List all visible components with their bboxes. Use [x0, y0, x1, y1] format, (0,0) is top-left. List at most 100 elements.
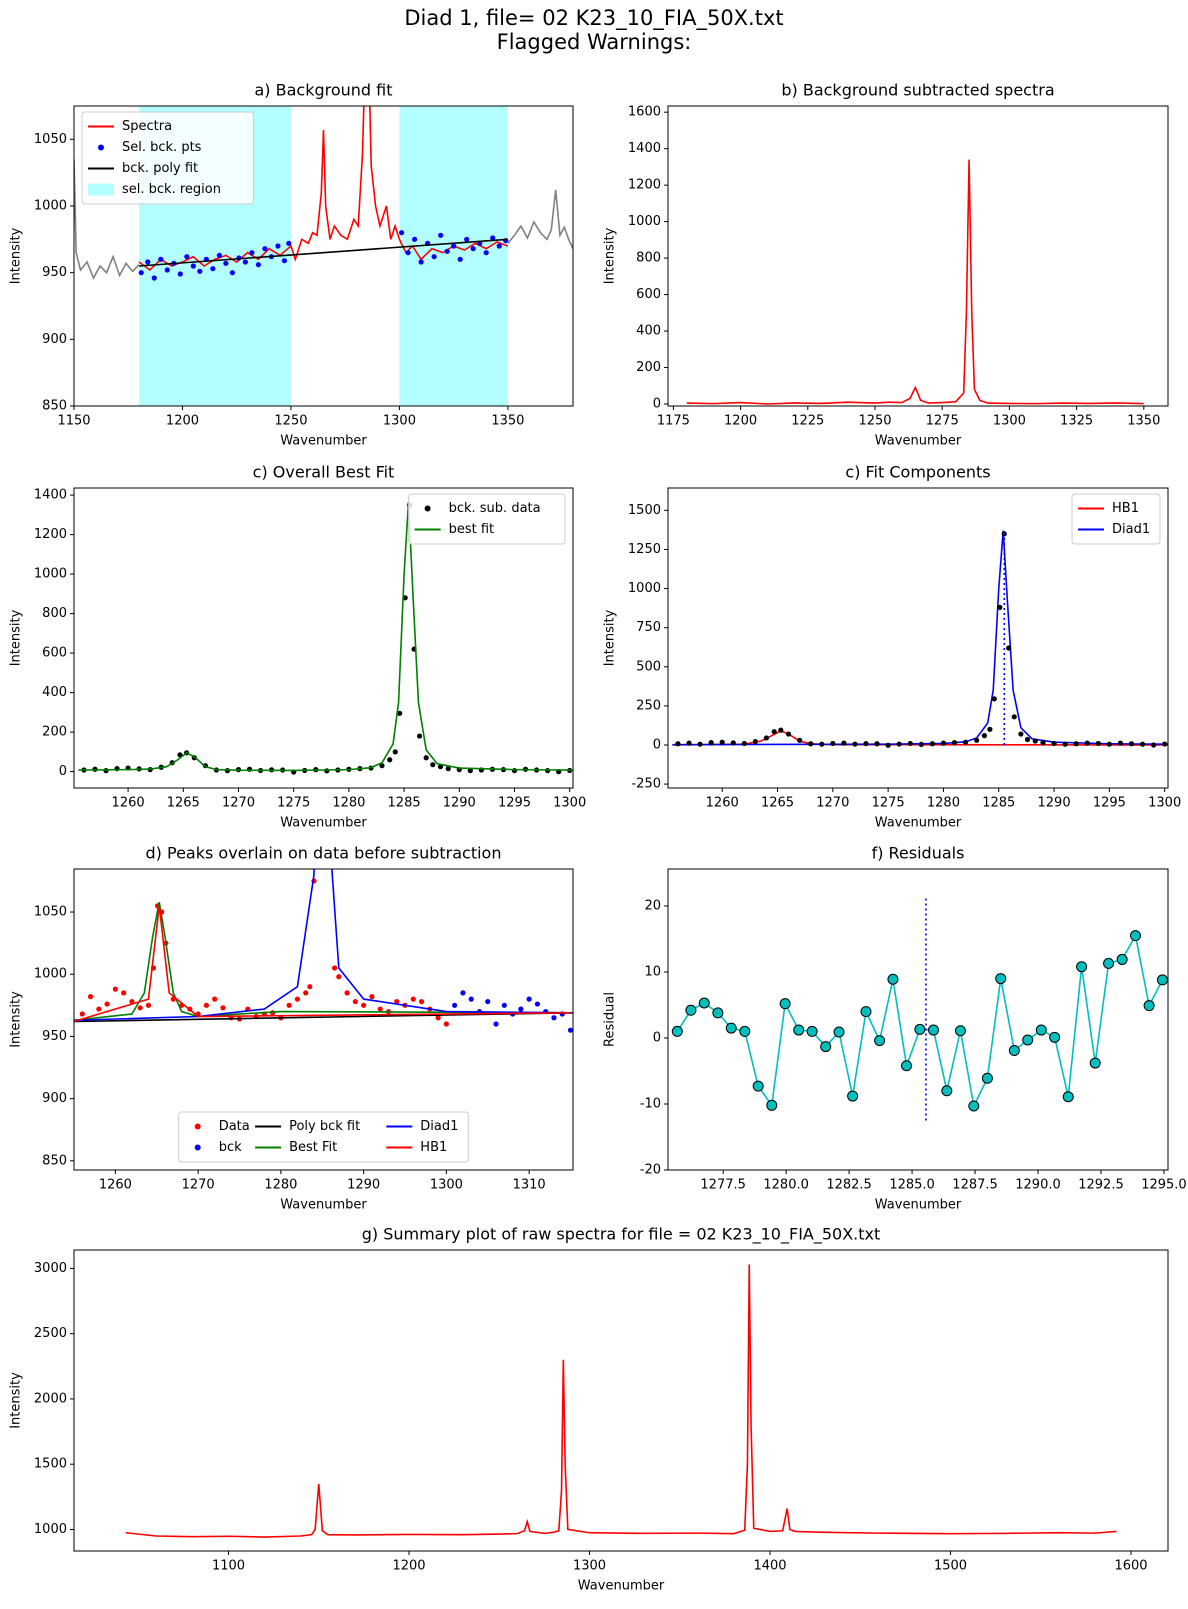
y-axis-label: Intensity: [9, 991, 24, 1048]
y-tick-label: 1000: [628, 581, 661, 596]
data-point: [369, 994, 375, 1000]
series-line: [686, 159, 1144, 405]
series-line: [74, 901, 571, 1022]
legend-label: Diad1: [420, 1119, 458, 1134]
data-point: [987, 726, 993, 732]
x-tick-label: 1600: [1114, 1559, 1147, 1574]
y-tick-label: 200: [636, 360, 661, 375]
y-axis-label: Intensity: [9, 227, 24, 284]
data-point: [387, 757, 393, 763]
data-point: [303, 990, 309, 996]
data-point: [286, 240, 292, 246]
data-point: [1073, 741, 1079, 747]
data-point: [445, 766, 451, 772]
y-tick-label: 600: [636, 287, 661, 302]
x-tick-label: 1325: [1060, 414, 1093, 429]
data-point: [534, 1001, 541, 1007]
x-axis-label: Wavenumber: [280, 816, 367, 831]
x-tick-label: 1300: [1148, 796, 1181, 811]
x-axis-label: Wavenumber: [280, 1198, 367, 1213]
data-point: [771, 729, 777, 735]
data-point: [929, 741, 935, 747]
legend-label: bck. sub. data: [449, 501, 541, 516]
series-line: [74, 159, 573, 280]
data-point: [1049, 1031, 1061, 1043]
data-point: [203, 1002, 210, 1008]
data-point: [452, 1002, 458, 1008]
figure-title: Diad 1, file= 02 K23_10_FIA_50X.txt: [404, 6, 783, 31]
data-point: [220, 1005, 226, 1011]
x-tick-label: 1295.0: [1141, 1178, 1187, 1193]
y-tick-label: 400: [636, 324, 661, 339]
x-tick-label: 1300: [573, 1559, 606, 1574]
panel-title: f) Residuals: [872, 844, 965, 863]
data-point: [901, 1060, 913, 1072]
x-tick-label: 1260: [99, 1178, 132, 1193]
series-line: [74, 869, 573, 1022]
x-tick-label: 1270: [182, 1178, 215, 1193]
data-point: [210, 266, 216, 272]
legend-label: Best Fit: [289, 1140, 337, 1155]
data-point: [1089, 1057, 1101, 1069]
data-point: [1062, 1091, 1074, 1103]
legend-label: HB1: [420, 1140, 447, 1155]
y-tick-label: -10: [640, 1096, 661, 1111]
plot-frame: [667, 487, 1169, 789]
data-point: [1024, 736, 1031, 743]
data-point: [392, 749, 398, 755]
plot-frame: [73, 1249, 1169, 1552]
data-point: [954, 1025, 966, 1037]
y-tick-label: 800: [636, 251, 661, 266]
data-point: [216, 252, 222, 258]
y-tick-label: 750: [636, 620, 661, 635]
legend-marker: [194, 1123, 201, 1130]
data-point: [918, 741, 924, 747]
x-tick-label: 1285.0: [889, 1178, 935, 1193]
data-point: [739, 1025, 751, 1037]
y-tick-label: -20: [640, 1163, 661, 1178]
data-point: [485, 998, 491, 1005]
data-point: [145, 259, 151, 265]
data-point: [863, 740, 869, 747]
x-tick-label: 1295: [498, 796, 531, 811]
y-tick-label: 1600: [628, 105, 661, 120]
data-point: [833, 1026, 845, 1038]
data-point: [184, 254, 190, 260]
x-tick-label: 1350: [491, 414, 524, 429]
panel-title: a) Background fit: [254, 81, 392, 100]
legend-marker: [194, 1144, 201, 1151]
data-point: [1143, 1000, 1155, 1012]
data-point: [927, 1024, 939, 1036]
plot-area: [672, 530, 1168, 748]
data-point: [138, 270, 144, 276]
data-point: [493, 1021, 499, 1027]
data-point: [255, 262, 262, 268]
data-point: [1051, 740, 1057, 747]
data-point: [418, 998, 425, 1005]
x-tick-label: 1250: [274, 414, 307, 429]
data-point: [286, 1002, 292, 1008]
data-point: [991, 696, 997, 702]
panel-title: c) Overall Best Fit: [253, 463, 395, 482]
data-point: [457, 256, 463, 262]
data-point: [686, 740, 692, 746]
y-tick-label: 1000: [34, 199, 67, 214]
data-point: [847, 1090, 859, 1102]
data-point: [137, 1005, 143, 1011]
data-point: [860, 1006, 872, 1018]
data-point: [675, 741, 681, 747]
y-tick-label: 250: [636, 698, 661, 713]
data-point: [981, 733, 987, 739]
data-point: [281, 258, 288, 264]
x-axis-label: Wavenumber: [280, 434, 367, 449]
x-tick-label: 1280: [264, 1178, 297, 1193]
data-point: [819, 741, 825, 747]
data-point: [190, 263, 196, 269]
plot-area: [74, 869, 573, 1033]
x-tick-label: 1280.0: [763, 1178, 809, 1193]
legend-label: Diad1: [1112, 522, 1150, 537]
data-point: [685, 1004, 697, 1016]
panel-title: b) Background subtracted spectra: [781, 81, 1054, 100]
x-tick-label: 1310: [513, 1178, 546, 1193]
